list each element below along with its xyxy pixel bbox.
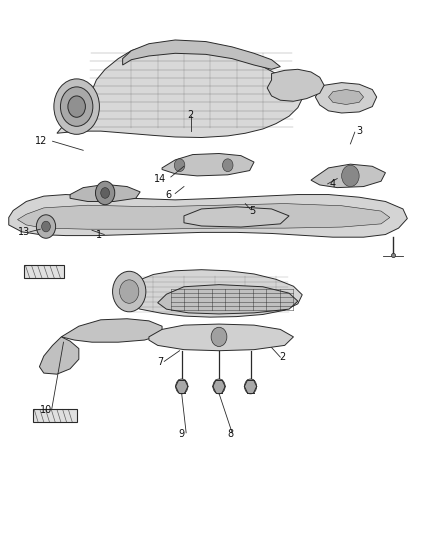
Polygon shape bbox=[123, 40, 280, 69]
Circle shape bbox=[211, 327, 227, 346]
Polygon shape bbox=[267, 69, 324, 101]
Polygon shape bbox=[328, 90, 364, 104]
Polygon shape bbox=[184, 207, 289, 227]
Polygon shape bbox=[57, 43, 302, 138]
Circle shape bbox=[101, 188, 110, 198]
Text: 2: 2 bbox=[187, 110, 194, 119]
Text: 4: 4 bbox=[330, 179, 336, 189]
Text: 9: 9 bbox=[179, 430, 185, 439]
Circle shape bbox=[36, 215, 56, 238]
Circle shape bbox=[176, 379, 188, 394]
Circle shape bbox=[42, 221, 50, 232]
FancyBboxPatch shape bbox=[33, 409, 77, 422]
Circle shape bbox=[113, 271, 146, 312]
Text: 13: 13 bbox=[18, 227, 30, 237]
Polygon shape bbox=[61, 319, 162, 342]
Circle shape bbox=[54, 79, 99, 134]
Text: 7: 7 bbox=[157, 358, 163, 367]
Text: 6: 6 bbox=[166, 190, 172, 199]
Polygon shape bbox=[311, 164, 385, 188]
Text: 10: 10 bbox=[40, 406, 52, 415]
Text: 8: 8 bbox=[227, 430, 233, 439]
Polygon shape bbox=[70, 184, 140, 201]
FancyBboxPatch shape bbox=[24, 265, 64, 278]
Circle shape bbox=[174, 159, 185, 172]
Polygon shape bbox=[149, 324, 293, 351]
Text: 12: 12 bbox=[35, 136, 48, 146]
Circle shape bbox=[120, 280, 139, 303]
Text: 14: 14 bbox=[154, 174, 166, 183]
Text: 5: 5 bbox=[249, 206, 255, 215]
Polygon shape bbox=[315, 83, 377, 113]
Polygon shape bbox=[118, 270, 302, 317]
Text: 3: 3 bbox=[356, 126, 362, 135]
Circle shape bbox=[95, 181, 115, 205]
Polygon shape bbox=[39, 337, 79, 374]
Polygon shape bbox=[9, 195, 407, 237]
Circle shape bbox=[244, 379, 257, 394]
Polygon shape bbox=[18, 204, 390, 229]
Circle shape bbox=[223, 159, 233, 172]
Circle shape bbox=[68, 96, 85, 117]
Circle shape bbox=[60, 87, 93, 126]
Circle shape bbox=[342, 165, 359, 187]
Polygon shape bbox=[162, 154, 254, 176]
Circle shape bbox=[213, 379, 225, 394]
Polygon shape bbox=[158, 285, 298, 314]
Text: 1: 1 bbox=[95, 230, 102, 239]
Text: 2: 2 bbox=[279, 352, 286, 362]
